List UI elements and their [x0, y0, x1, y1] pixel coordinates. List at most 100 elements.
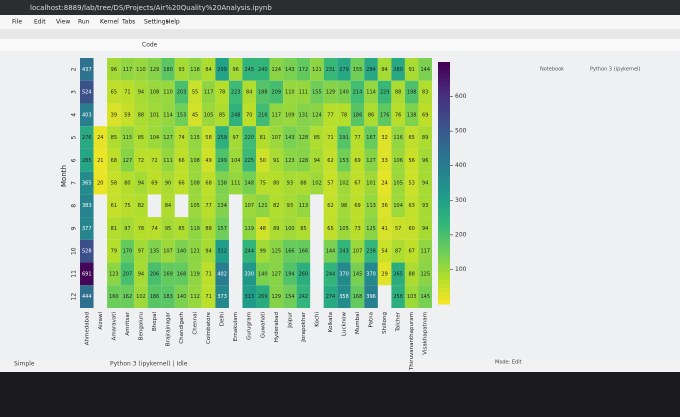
heat-cell [134, 148, 148, 172]
heat-cell [418, 239, 432, 263]
colorbar-segment [438, 219, 450, 224]
colorbar-segment [438, 275, 450, 281]
heat-cell [337, 80, 351, 104]
heat-cell [228, 171, 243, 195]
url[interactable]: localhost:8889/lab/tree/DS/Projects/Air%… [30, 4, 272, 12]
cell-label: 105 [393, 181, 403, 187]
heat-cell [215, 239, 229, 263]
heat-cell [80, 239, 94, 263]
heat-cell [404, 285, 419, 308]
cell-label: 138 [407, 112, 417, 118]
menu-item[interactable]: Edit [34, 19, 46, 26]
heat-cell [215, 80, 229, 104]
y-tick-label: 3 [71, 90, 78, 94]
cell-label: 53 [409, 181, 415, 187]
cell-label: 127 [366, 158, 376, 164]
colorbar-segment [438, 231, 450, 236]
colorbar-segment [438, 243, 450, 249]
cell-label: 111 [231, 181, 241, 187]
cell-type[interactable]: Code [142, 42, 158, 49]
cell-label: 88 [205, 226, 211, 232]
heat-cell [269, 194, 284, 218]
heat-cell [337, 171, 351, 195]
cell-label: 209 [272, 90, 282, 96]
cell-label: 69 [151, 181, 157, 187]
cell-label: 104 [150, 135, 160, 141]
cell-label: 186 [353, 112, 363, 118]
menu-item[interactable]: Kernel [100, 19, 119, 26]
notebook-label[interactable]: Notebook [540, 67, 564, 73]
heat-cell [174, 285, 189, 308]
heat-cell [107, 126, 121, 149]
cell-label: 78 [138, 226, 144, 232]
cell-label: 77 [205, 203, 211, 209]
cell-label: 191 [339, 135, 349, 141]
cell-label: 108 [190, 158, 200, 164]
heat-cell [188, 217, 202, 240]
heat-cell [147, 171, 162, 195]
cell-label: 49 [205, 158, 211, 164]
menu-item[interactable]: Settings [144, 19, 169, 26]
heat-cell [391, 58, 405, 81]
cell-label: 119 [190, 226, 200, 232]
menu-item[interactable]: Tabs [121, 19, 135, 26]
cell-label: 112 [190, 294, 200, 300]
heat-cell [188, 80, 202, 104]
cell-label: 69 [354, 158, 360, 164]
cell-label: 154 [285, 294, 295, 300]
menu-item[interactable]: Help [166, 19, 180, 26]
cell-label: 77 [354, 135, 360, 141]
cell-label: 437 [82, 67, 92, 73]
cell-label: 68 [205, 181, 211, 187]
heat-cell [228, 148, 243, 172]
x-tick-label: Brajrajnagar [166, 311, 172, 346]
cell-label: 128 [299, 158, 309, 164]
heat-cell [80, 126, 94, 149]
heat-cell [188, 148, 202, 172]
cell-label: 244 [326, 271, 336, 277]
menu-item[interactable]: View [56, 19, 70, 26]
cell-label: 160 [109, 294, 119, 300]
cell-label: 106 [393, 158, 403, 164]
cell-label: 99 [260, 249, 266, 255]
cell-label: 131 [299, 112, 309, 118]
heat-cell [296, 217, 311, 240]
kernel-label[interactable]: Python 3 (ipykernel) [590, 67, 641, 73]
menu-item[interactable]: File [12, 19, 22, 26]
colorbar-segment [438, 195, 450, 200]
cell-label: 66 [178, 181, 184, 187]
heat-cell [256, 217, 270, 240]
heat-cell [120, 126, 135, 149]
mode-toggle[interactable]: Simple [14, 361, 35, 368]
cell-label: 21 [97, 158, 103, 164]
heat-cell [323, 194, 338, 218]
heat-cell [134, 217, 148, 240]
cell-label: 24 [97, 135, 103, 141]
menu-item[interactable]: Run [78, 19, 90, 26]
cell-label: 167 [366, 135, 376, 141]
colorbar-segment [438, 279, 450, 285]
cell-label: 127 [163, 135, 173, 141]
x-tick-label: Ernakulam [233, 312, 239, 341]
cell-label: 116 [393, 135, 403, 141]
heat-cell [120, 217, 135, 240]
cell-label: 102 [136, 294, 146, 300]
colorbar-segment [438, 94, 450, 99]
heat-cell [377, 80, 392, 104]
x-tick-label: Talcher [396, 311, 402, 332]
heat-cell [201, 103, 216, 127]
colorbar-segment [438, 166, 450, 172]
heat-cell [391, 262, 405, 286]
cell-label: 260 [299, 271, 309, 277]
heat-cell [215, 58, 229, 81]
cell-label: 108 [150, 90, 160, 96]
heat-cell [377, 103, 392, 127]
cell-label: 114 [163, 112, 173, 118]
cell-label: 55 [192, 90, 198, 96]
cell-label: 93 [287, 181, 293, 187]
heat-cell [134, 58, 148, 81]
cell-label: 45 [192, 112, 198, 118]
colorbar-segment [438, 98, 450, 103]
cell-label: 84 [205, 67, 211, 73]
heat-cell [391, 103, 405, 127]
